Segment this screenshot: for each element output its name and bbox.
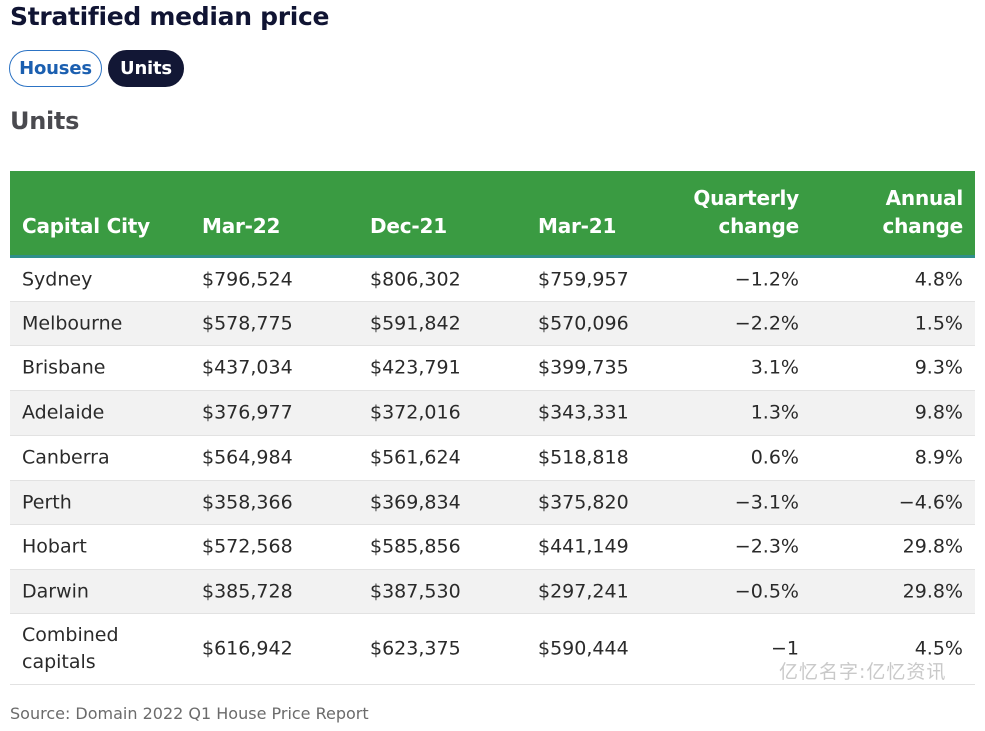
cell-mar-22: $376,977: [202, 401, 293, 424]
houses-tab-button[interactable]: Houses: [9, 50, 102, 87]
cell-mar-21: $570,096: [538, 312, 629, 334]
cell-annual-change: 1.5%: [914, 312, 963, 334]
table-row: Sydney $796,524 $806,302 $759,957 −1.2% 4.8%: [10, 258, 975, 302]
table-body: Sydney $796,524 $806,302 $759,957 −1.2% 4.8% M…: [10, 258, 975, 685]
cell-quarterly-change: 1.3%: [750, 401, 799, 424]
cell-mar-21: $343,331: [538, 401, 629, 424]
median-price-table: Capital City Mar-22 Dec-21 Mar-21 Quarte…: [10, 171, 975, 685]
cell-quarterly-change: −3.1%: [734, 491, 799, 513]
cell-dec-21: $372,016: [370, 401, 461, 424]
watermark: 亿忆名字:亿忆资讯: [779, 661, 947, 683]
cell-city: Melbourne: [22, 312, 123, 334]
cell-dec-21: $561,624: [370, 446, 461, 469]
cell-mar-21: $375,820: [538, 491, 629, 513]
cell-mar-21: $399,735: [538, 356, 629, 379]
cell-mar-22: $572,568: [202, 535, 293, 558]
cell-mar-22: $616,942: [202, 637, 293, 660]
cell-quarterly-change: −1.2%: [734, 268, 799, 290]
cell-city: Canberra: [22, 446, 110, 469]
cell-city: Brisbane: [22, 356, 106, 379]
cell-quarterly-change: −2.2%: [734, 312, 799, 334]
section-subtitle: Units: [10, 107, 80, 135]
cell-mar-22: $796,524: [202, 268, 293, 290]
cell-city: Perth: [22, 491, 72, 513]
cell-annual-change: 29.8%: [902, 535, 963, 558]
cell-annual-change: 9.3%: [914, 356, 963, 379]
table-row: Hobart $572,568 $585,856 $441,149 −2.3% 29.8%: [10, 525, 975, 570]
source-note: Source: Domain 2022 Q1 House Price Repor…: [10, 704, 369, 723]
table-row: Adelaide $376,977 $372,016 $343,331 1.3% 9.8%: [10, 391, 975, 436]
cell-city: Darwin: [22, 580, 89, 602]
cell-annual-change: 8.9%: [914, 446, 963, 469]
table-row: Melbourne $578,775 $591,842 $570,096 −2.2% 1.…: [10, 302, 975, 346]
header-quarterly-change: Quarterly change: [693, 186, 799, 238]
cell-quarterly-change: 3.1%: [750, 356, 799, 379]
header-capital-city: Capital City: [22, 214, 150, 238]
cell-dec-21: $585,856: [370, 535, 461, 558]
cell-quarterly-change: −1: [770, 637, 799, 660]
cell-mar-21: $590,444: [538, 637, 629, 660]
cell-mar-22: $578,775: [202, 312, 293, 334]
header-annual-change: Annual change: [882, 186, 963, 238]
cell-mar-21: $759,957: [538, 268, 629, 290]
cell-annual-change: 9.8%: [914, 401, 963, 424]
header-mar-22: Mar-22: [202, 214, 281, 238]
cell-city: Adelaide: [22, 401, 105, 424]
cell-city: Combined capitals: [22, 624, 119, 673]
cell-mar-22: $358,366: [202, 491, 293, 513]
cell-mar-21: $297,241: [538, 580, 629, 602]
table-row: Perth $358,366 $369,834 $375,820 −3.1% −4.6%: [10, 481, 975, 525]
units-tab-button[interactable]: Units: [108, 50, 184, 87]
table-row: Darwin $385,728 $387,530 $297,241 −0.5% 29.8%: [10, 570, 975, 614]
cell-dec-21: $623,375: [370, 637, 461, 660]
cell-annual-change: 4.5%: [914, 637, 963, 660]
table-row: Combined capitals $616,942 $623,375 $590,44…: [10, 614, 975, 685]
cell-dec-21: $387,530: [370, 580, 461, 602]
cell-annual-change: 29.8%: [902, 580, 963, 602]
cell-mar-22: $385,728: [202, 580, 293, 602]
cell-dec-21: $369,834: [370, 491, 461, 513]
cell-dec-21: $591,842: [370, 312, 461, 334]
cell-quarterly-change: 0.6%: [750, 446, 799, 469]
property-type-toggle: Houses Units: [9, 50, 184, 87]
header-mar-21: Mar-21: [538, 214, 617, 238]
cell-quarterly-change: −2.3%: [734, 535, 799, 558]
cell-city: Sydney: [22, 268, 93, 290]
page-title: Stratified median price: [10, 2, 330, 31]
cell-annual-change: −4.6%: [898, 491, 963, 513]
cell-mar-22: $564,984: [202, 446, 293, 469]
table-row: Canberra $564,984 $561,624 $518,818 0.6% 8.9%: [10, 436, 975, 481]
table-row: Brisbane $437,034 $423,791 $399,735 3.1% 9.3%: [10, 346, 975, 391]
cell-quarterly-change: −0.5%: [734, 580, 799, 602]
cell-city: Hobart: [22, 535, 87, 558]
header-dec-21: Dec-21: [370, 214, 447, 238]
cell-mar-21: $518,818: [538, 446, 629, 469]
cell-mar-22: $437,034: [202, 356, 293, 379]
cell-dec-21: $806,302: [370, 268, 461, 290]
cell-annual-change: 4.8%: [914, 268, 963, 290]
table-header: Capital City Mar-22 Dec-21 Mar-21 Quarte…: [10, 171, 975, 258]
cell-mar-21: $441,149: [538, 535, 629, 558]
cell-dec-21: $423,791: [370, 356, 461, 379]
